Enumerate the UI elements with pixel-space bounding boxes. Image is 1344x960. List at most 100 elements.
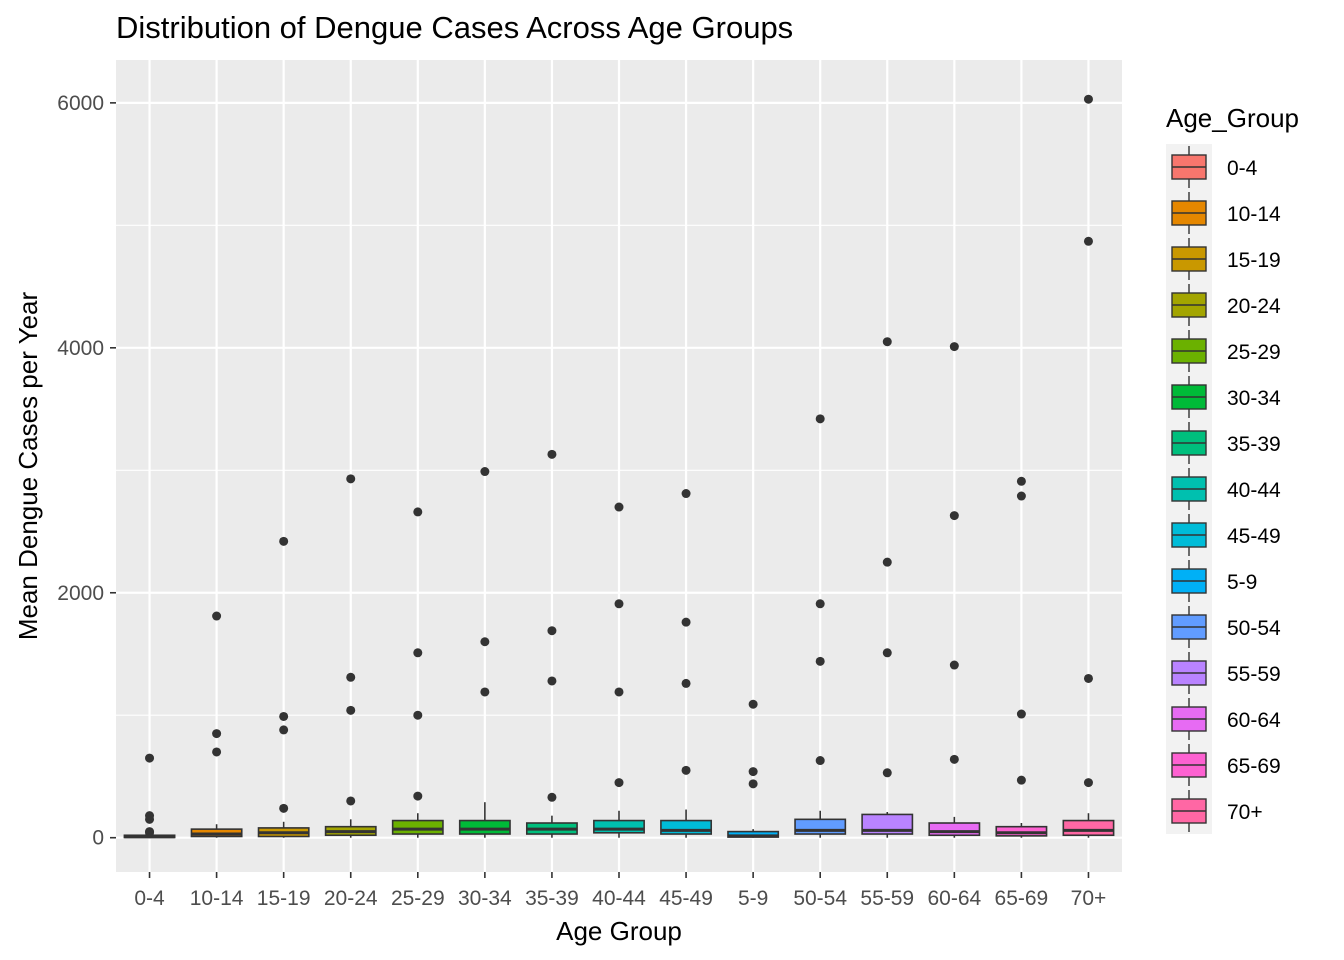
legend-label: 0-4	[1227, 157, 1258, 180]
legend-label: 30-34	[1227, 387, 1281, 410]
legend-label: 70+	[1227, 801, 1263, 824]
legend-item-25-29: 25-29	[1172, 330, 1281, 372]
box-body	[996, 827, 1046, 836]
y-tick-label: 0	[92, 827, 104, 850]
y-tick-label: 4000	[57, 337, 104, 360]
legend-label: 35-39	[1227, 433, 1281, 456]
legend-label: 55-59	[1227, 663, 1281, 686]
outlier-point	[145, 827, 154, 836]
outlier-point	[346, 474, 355, 483]
outlier-point	[547, 626, 556, 635]
outlier-point	[615, 599, 624, 608]
x-axis-title: Age Group	[556, 916, 682, 946]
legend: Age_Group 0-4 10-14 15-19 20-24 25-29 30-34 35…	[1166, 103, 1299, 834]
outlier-point	[816, 657, 825, 666]
box-body	[393, 821, 443, 834]
outlier-point	[346, 673, 355, 682]
x-tick-label: 65-69	[995, 887, 1049, 910]
legend-item-65-69: 65-69	[1172, 744, 1281, 786]
outlier-point	[1017, 477, 1026, 486]
outlier-point	[547, 450, 556, 459]
legend-label: 65-69	[1227, 755, 1281, 778]
legend-label: 45-49	[1227, 525, 1281, 548]
outlier-point	[145, 811, 154, 820]
x-tick-label: 70+	[1071, 887, 1107, 910]
x-tick-label: 60-64	[927, 887, 981, 910]
y-axis-title: Mean Dengue Cases per Year	[13, 291, 43, 640]
x-tick-label: 0-4	[134, 887, 165, 910]
outlier-point	[346, 796, 355, 805]
legend-label: 50-54	[1227, 617, 1281, 640]
outlier-point	[749, 767, 758, 776]
x-tick-label: 10-14	[190, 887, 244, 910]
outlier-point	[413, 792, 422, 801]
legend-label: 10-14	[1227, 203, 1281, 226]
outlier-point	[413, 648, 422, 657]
x-axis: 0-4 10-14 15-19 20-24 25-29 30-34 35-39 40-44 45…	[134, 872, 1106, 910]
outlier-point	[682, 618, 691, 627]
box-body	[929, 823, 979, 835]
box-body	[460, 821, 510, 834]
legend-title: Age_Group	[1166, 103, 1299, 133]
legend-item-10-14: 10-14	[1172, 192, 1281, 234]
outlier-point	[950, 342, 959, 351]
outlier-point	[883, 558, 892, 567]
outlier-point	[950, 755, 959, 764]
legend-item-55-59: 55-59	[1172, 652, 1281, 694]
outlier-point	[950, 661, 959, 670]
y-tick-label: 2000	[57, 582, 104, 605]
outlier-point	[749, 779, 758, 788]
outlier-point	[682, 489, 691, 498]
outlier-point	[1084, 674, 1093, 683]
outlier-point	[682, 679, 691, 688]
outlier-point	[279, 804, 288, 813]
outlier-point	[615, 503, 624, 512]
outlier-point	[615, 778, 624, 787]
x-tick-label: 55-59	[860, 887, 914, 910]
y-axis: 0 2000 4000 6000	[57, 92, 116, 850]
legend-label: 5-9	[1227, 571, 1257, 594]
outlier-point	[883, 768, 892, 777]
x-tick-label: 25-29	[391, 887, 445, 910]
outlier-point	[1017, 776, 1026, 785]
outlier-point	[883, 337, 892, 346]
outlier-point	[547, 676, 556, 685]
y-tick-label: 6000	[57, 92, 104, 115]
x-tick-label: 50-54	[793, 887, 847, 910]
box-body	[594, 821, 644, 833]
legend-item-50-54: 50-54	[1172, 606, 1281, 648]
box-body	[1063, 821, 1113, 836]
legend-item-45-49: 45-49	[1172, 514, 1281, 556]
outlier-point	[480, 467, 489, 476]
legend-label: 15-19	[1227, 249, 1281, 272]
x-tick-label: 20-24	[324, 887, 378, 910]
outlier-point	[279, 537, 288, 546]
outlier-point	[950, 511, 959, 520]
outlier-point	[212, 612, 221, 621]
legend-label: 25-29	[1227, 341, 1281, 364]
legend-item-40-44: 40-44	[1172, 468, 1281, 510]
x-tick-label: 40-44	[592, 887, 646, 910]
legend-item-35-39: 35-39	[1172, 422, 1281, 464]
outlier-point	[883, 648, 892, 657]
x-tick-label: 35-39	[525, 887, 579, 910]
outlier-point	[480, 637, 489, 646]
legend-label: 20-24	[1227, 295, 1281, 318]
outlier-point	[145, 754, 154, 763]
legend-item-20-24: 20-24	[1172, 284, 1281, 326]
outlier-point	[279, 712, 288, 721]
x-tick-label: 5-9	[738, 887, 768, 910]
box-body	[661, 821, 711, 834]
outlier-point	[816, 756, 825, 765]
outlier-point	[1084, 237, 1093, 246]
legend-item-30-34: 30-34	[1172, 376, 1281, 418]
legend-item-15-19: 15-19	[1172, 238, 1281, 280]
outlier-point	[749, 700, 758, 709]
outlier-point	[1017, 492, 1026, 501]
outlier-point	[1084, 95, 1093, 104]
legend-label: 60-64	[1227, 709, 1281, 732]
outlier-point	[480, 687, 489, 696]
legend-label: 40-44	[1227, 479, 1281, 502]
outlier-point	[816, 599, 825, 608]
